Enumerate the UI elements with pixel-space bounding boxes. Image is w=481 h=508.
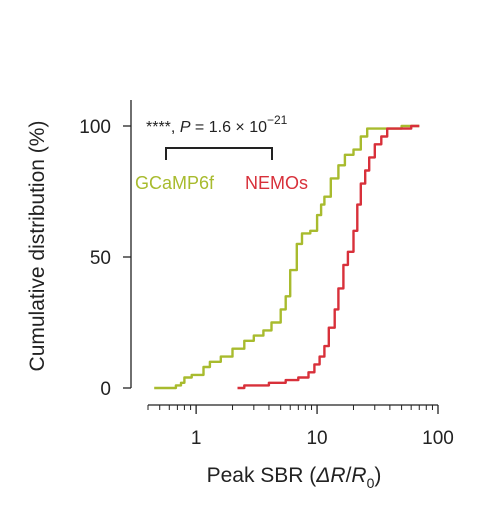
series-line-gcamp6f (154, 124, 420, 390)
y-tick-label-50: 50 (90, 248, 111, 269)
legend-nemos: NEMOs (245, 173, 308, 193)
series-lines (154, 124, 420, 390)
series-line-nemos (237, 124, 420, 390)
x-tick-label-100: 100 (422, 428, 454, 449)
significance-annotation: ****, P = 1.6 × 10−21 (146, 113, 288, 136)
significance-bracket (165, 147, 273, 160)
y-tick-label-0: 0 (100, 379, 111, 400)
x-tick-label-10: 10 (306, 428, 327, 449)
y-tick-label-100: 100 (79, 117, 111, 138)
x-axis-title: Peak SBR (ΔR/R0) (207, 464, 382, 491)
y-axis-title: Cumulative distribution (%) (26, 121, 49, 372)
legend-gcamp6f: GCaMP6f (135, 173, 215, 193)
axis-ticks: 0 50 100 1 10 100 (79, 117, 454, 449)
x-tick-label-1: 1 (191, 428, 202, 449)
